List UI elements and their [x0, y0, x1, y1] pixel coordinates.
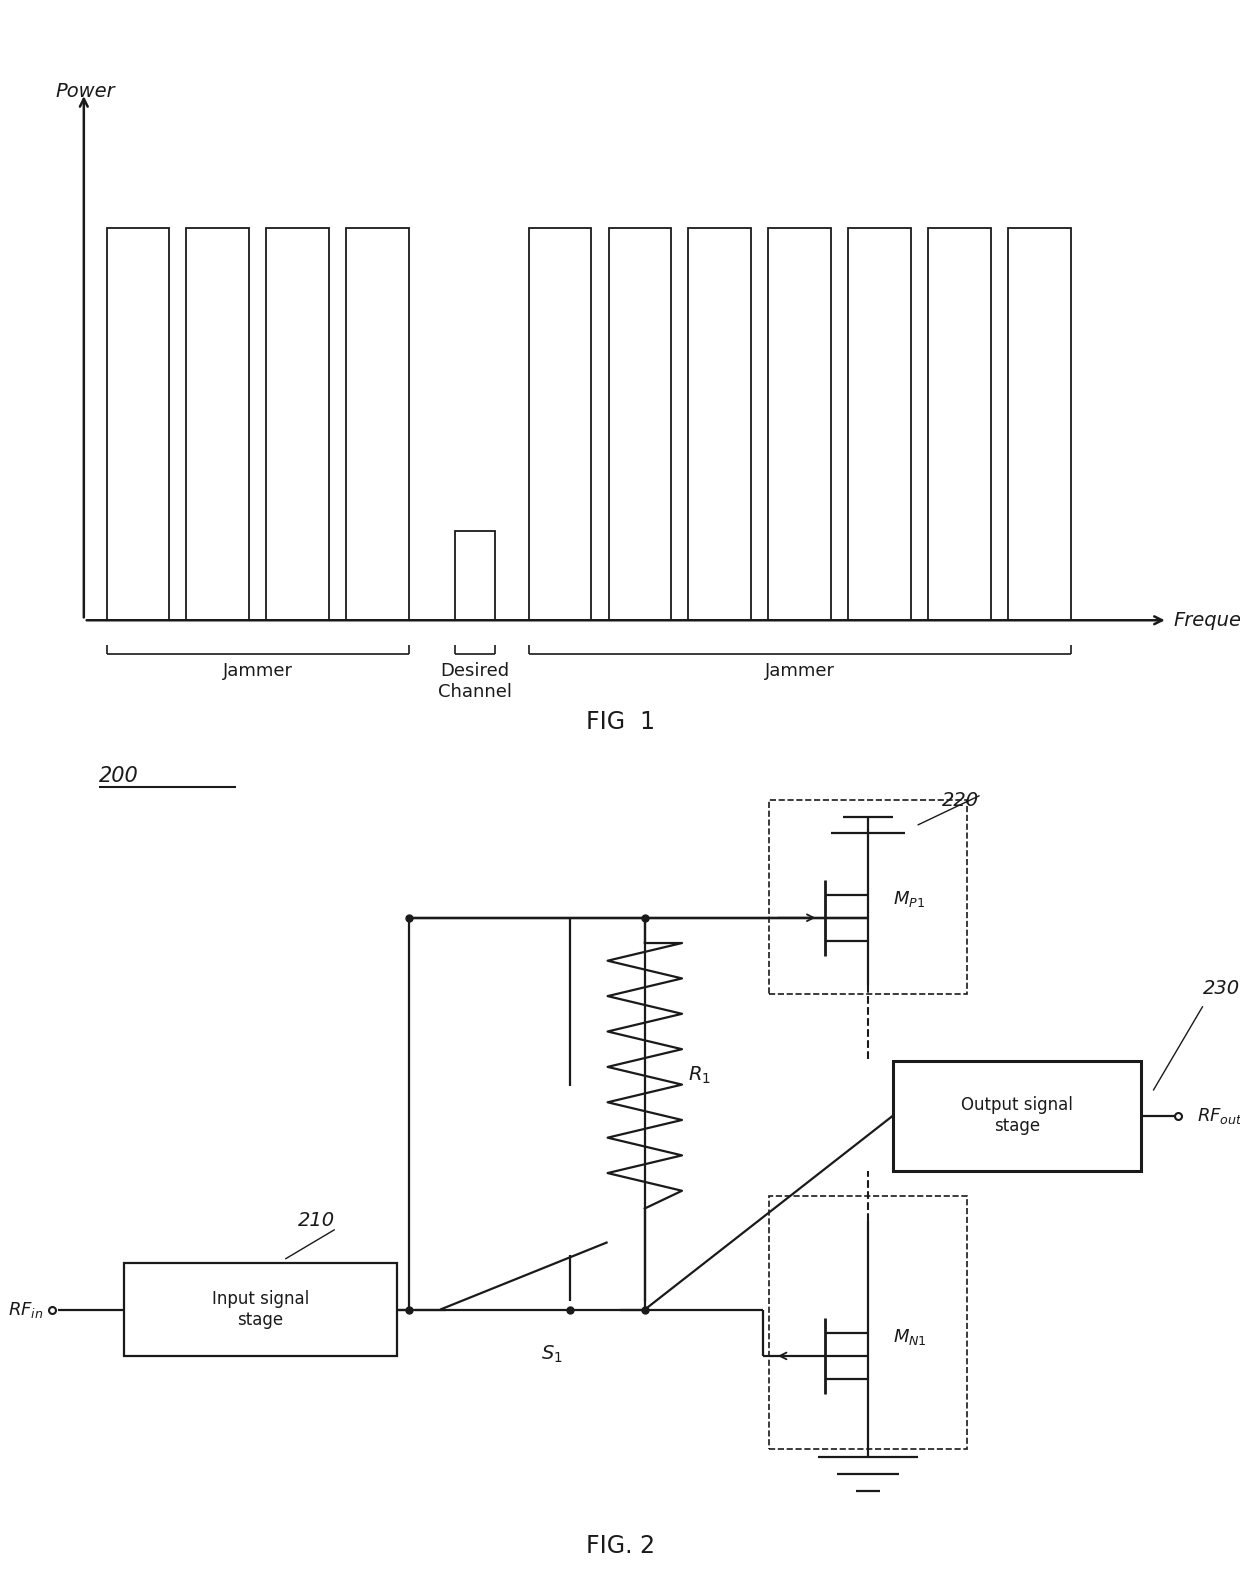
Bar: [893, 1062, 1141, 1170]
Bar: [769, 228, 831, 621]
Text: Power: Power: [56, 82, 115, 101]
Text: 210: 210: [298, 1211, 335, 1230]
Text: Jammer: Jammer: [765, 663, 835, 680]
Bar: [848, 228, 911, 621]
Text: Jammer: Jammer: [223, 663, 293, 680]
Text: $R_1$: $R_1$: [688, 1065, 711, 1087]
Text: $S_1$: $S_1$: [541, 1343, 563, 1364]
Text: 230: 230: [1203, 978, 1240, 999]
Text: Input signal
stage: Input signal stage: [212, 1290, 309, 1329]
Bar: [928, 228, 991, 621]
Text: $M_{P1}$: $M_{P1}$: [893, 890, 925, 909]
Text: FIG  1: FIG 1: [585, 710, 655, 734]
Text: $RF_{out}$: $RF_{out}$: [1197, 1106, 1240, 1126]
Text: 220: 220: [942, 791, 980, 811]
Text: $M_{N1}$: $M_{N1}$: [893, 1328, 926, 1348]
Bar: [1008, 228, 1070, 621]
Bar: [769, 800, 967, 994]
Bar: [267, 228, 329, 621]
Bar: [528, 228, 591, 621]
Bar: [186, 228, 249, 621]
Text: Output signal
stage: Output signal stage: [961, 1096, 1073, 1136]
Bar: [609, 228, 671, 621]
Bar: [107, 228, 170, 621]
Text: Frequency: Frequency: [1173, 611, 1240, 630]
Text: Desired
Channel: Desired Channel: [438, 663, 512, 701]
Bar: [769, 1195, 967, 1449]
Text: $RF_{in}$: $RF_{in}$: [7, 1299, 43, 1320]
Bar: [346, 228, 409, 621]
Text: 200: 200: [99, 765, 139, 786]
Bar: [124, 1263, 397, 1356]
Bar: [688, 228, 751, 621]
Bar: [455, 531, 495, 621]
Text: FIG. 2: FIG. 2: [585, 1534, 655, 1558]
